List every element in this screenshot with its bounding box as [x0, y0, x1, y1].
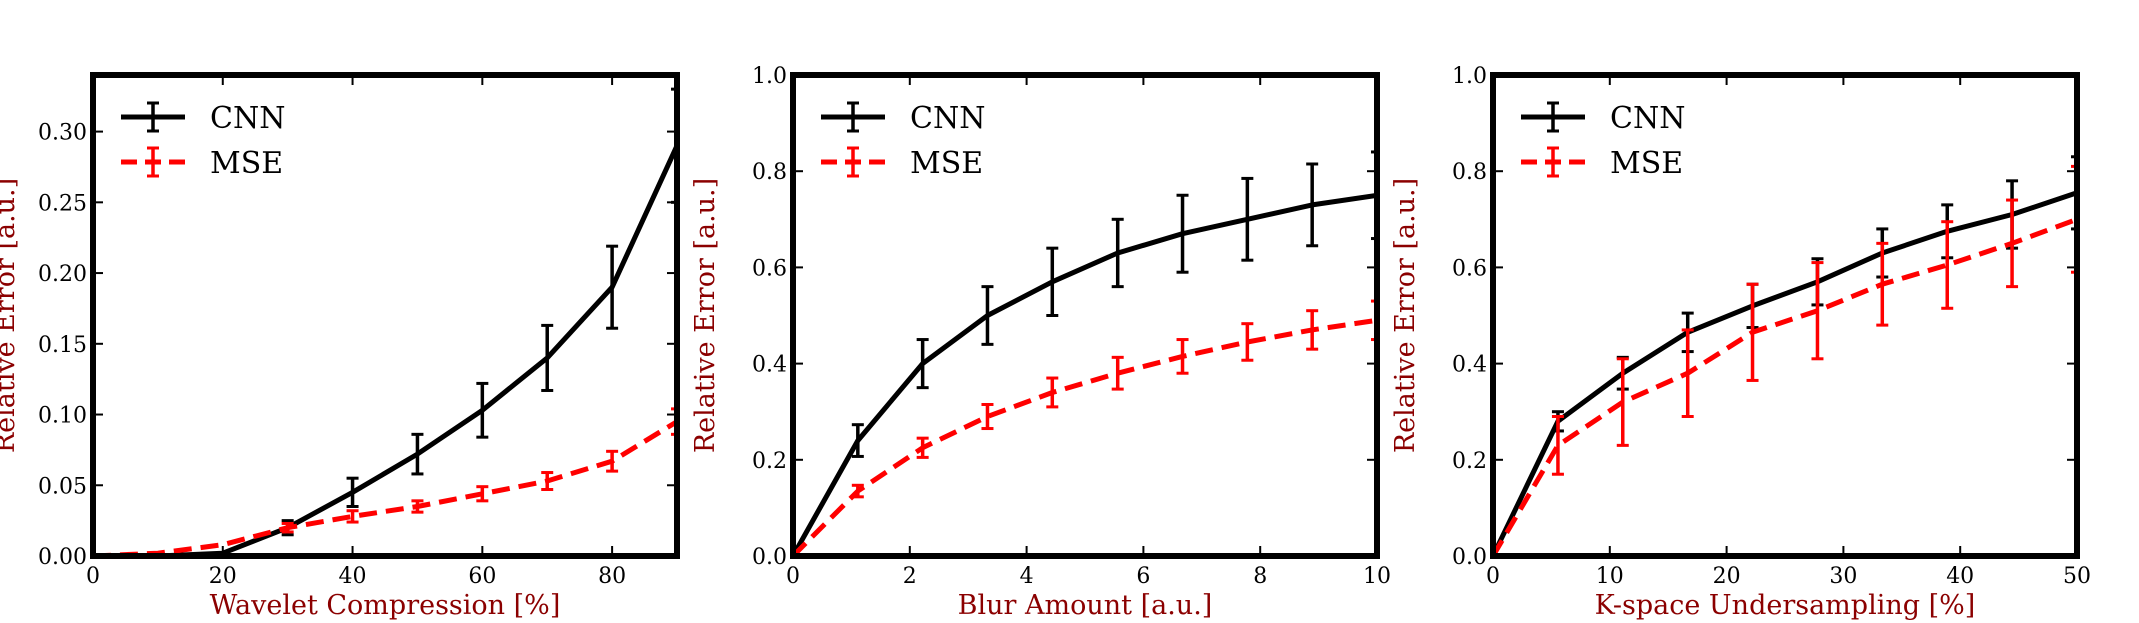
y-tick-label: 0.05 — [38, 474, 87, 499]
series-cnn-3 — [1493, 155, 2077, 556]
legend-label: CNN — [910, 101, 985, 136]
series-cnn-2 — [793, 150, 1377, 556]
series-mse-3 — [1493, 164, 2077, 556]
x-tick-label: 40 — [1946, 564, 1974, 589]
y-tick-label: 0.6 — [752, 256, 787, 281]
chart-panel-3: 0 10 20 30 40 50 0.0 0.2 0.4 0.6 0.8 1.0 K-space Und… — [1390, 64, 2091, 621]
x-tick-label: 80 — [598, 564, 626, 589]
chart-panel-1: 0 20 40 60 80 0.00 0.05 0.10 0.15 0.20 0.25 0.30 Wav… — [0, 72, 680, 621]
x-tick-label: 2 — [903, 564, 917, 589]
y-axis-label: Relative Error [a.u.] — [1390, 178, 1421, 453]
axes-frame — [790, 72, 1380, 559]
legend-item-cnn: CNN — [121, 101, 285, 136]
x-tick-label: 10 — [1596, 564, 1624, 589]
legend-label: CNN — [210, 101, 285, 136]
series-cnn-1 — [93, 87, 677, 556]
y-tick-label: 0.2 — [752, 449, 787, 474]
series-line-cnn — [93, 144, 677, 556]
legend-label: MSE — [1610, 146, 1683, 181]
y-tick-label: 0.4 — [752, 353, 787, 378]
series-line-mse — [93, 419, 677, 556]
x-axis-label: Blur Amount [a.u.] — [958, 590, 1213, 621]
x-tick-label: 8 — [1253, 564, 1267, 589]
legend-item-mse: MSE — [821, 146, 983, 181]
y-tick-label: 0.15 — [38, 333, 87, 358]
series-line-mse — [793, 317, 1377, 556]
series-mse-2 — [793, 299, 1377, 556]
x-tick-label: 6 — [1136, 564, 1150, 589]
y-axis-label: Relative Error [a.u.] — [0, 178, 21, 453]
y-tick-label: 0.25 — [38, 191, 87, 216]
x-tick-label: 10 — [1363, 564, 1391, 589]
axes-frame — [1490, 72, 2080, 559]
y-tick-label: 0.8 — [1452, 160, 1487, 185]
x-tick-label: 4 — [1020, 564, 1034, 589]
x-tick-label: 60 — [468, 564, 496, 589]
y-tick-label: 0.10 — [38, 404, 87, 429]
y-tick-label: 1.0 — [1452, 64, 1487, 89]
x-tick-label: 0 — [86, 564, 100, 589]
y-tick-label: 0.2 — [1452, 449, 1487, 474]
series-line-cnn — [793, 192, 1377, 556]
legend-item-cnn: CNN — [1521, 101, 1685, 136]
series-line-mse — [1493, 216, 2077, 556]
x-tick-label: 40 — [339, 564, 367, 589]
y-tick-label: 0.00 — [38, 545, 87, 570]
x-tick-label: 20 — [209, 564, 237, 589]
legend-label: MSE — [910, 146, 983, 181]
y-tick-label: 0.4 — [1452, 353, 1487, 378]
y-tick-label: 0.6 — [1452, 256, 1487, 281]
chart-panel-2: 0 2 4 6 8 10 0.0 0.2 0.4 0.6 0.8 1.0 Blur Amount [a.… — [690, 64, 1391, 621]
y-tick-label: 0.0 — [752, 545, 787, 570]
y-tick-label: 1.0 — [752, 64, 787, 89]
x-axis-label: K-space Undersampling [%] — [1595, 590, 1976, 621]
x-axis-label: Wavelet Compression [%] — [210, 590, 561, 621]
y-tick-label: 0.20 — [38, 262, 87, 287]
y-tick-label: 0.8 — [752, 160, 787, 185]
y-axis-label: Relative Error [a.u.] — [690, 178, 721, 453]
legend-label: MSE — [210, 146, 283, 181]
legend-item-mse: MSE — [1521, 146, 1683, 181]
y-tick-label: 0.30 — [38, 121, 87, 146]
legend-item-cnn: CNN — [821, 101, 985, 136]
x-tick-label: 0 — [1486, 564, 1500, 589]
series-line-cnn — [1493, 190, 2077, 556]
legend-label: CNN — [1610, 101, 1685, 136]
x-tick-label: 0 — [786, 564, 800, 589]
axes-frame — [90, 72, 680, 559]
y-tick-label: 0.0 — [1452, 545, 1487, 570]
x-tick-label: 50 — [2063, 564, 2091, 589]
x-tick-label: 30 — [1829, 564, 1857, 589]
x-tick-label: 20 — [1713, 564, 1741, 589]
legend-item-mse: MSE — [121, 146, 283, 181]
series-mse-1 — [93, 407, 677, 556]
